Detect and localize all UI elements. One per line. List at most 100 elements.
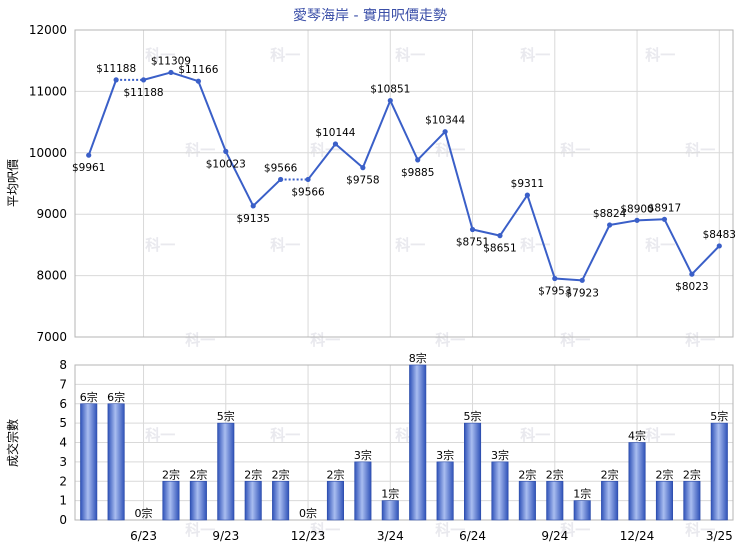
x-tick-label: 12/24 bbox=[620, 529, 655, 543]
watermark-text: 科一 bbox=[560, 141, 590, 159]
bar-data-label: 4宗 bbox=[628, 429, 646, 443]
line-series-segment bbox=[691, 245, 721, 275]
bar bbox=[710, 422, 728, 521]
line-point bbox=[168, 69, 174, 76]
line-data-label: $9566 bbox=[291, 186, 325, 198]
line-point bbox=[689, 271, 695, 277]
watermark-text: 科一 bbox=[685, 521, 715, 539]
bar bbox=[326, 480, 344, 521]
line-data-label: $11166 bbox=[178, 64, 218, 76]
line-series-segment bbox=[444, 131, 474, 230]
line-series-segment bbox=[554, 277, 583, 282]
line-data-label: $9758 bbox=[346, 175, 379, 187]
line-point bbox=[469, 226, 476, 233]
x-tick-label: 3/24 bbox=[377, 529, 404, 543]
line-data-label: $8917 bbox=[648, 202, 681, 214]
bar bbox=[272, 480, 290, 521]
watermark-text: 科一 bbox=[645, 46, 675, 64]
bar-data-label: 1宗 bbox=[381, 487, 399, 501]
bar bbox=[683, 480, 701, 521]
bar-chart-ytick-label: 2 bbox=[59, 474, 67, 488]
bar bbox=[518, 480, 536, 521]
line-chart-ytick-label: 7000 bbox=[36, 330, 67, 344]
bar bbox=[491, 461, 509, 521]
line-data-label: $11188 bbox=[123, 87, 163, 99]
bar-data-label: 2宗 bbox=[244, 467, 262, 481]
line-data-label: $7923 bbox=[566, 287, 599, 299]
bar-chart-ytick-label: 1 bbox=[59, 494, 67, 508]
chart-title: 愛琴海岸 - 實用呎價走勢 bbox=[293, 7, 447, 24]
line-point bbox=[195, 78, 201, 84]
line-series-segment bbox=[252, 178, 282, 207]
line-series-segment bbox=[472, 228, 501, 237]
line-point bbox=[607, 222, 613, 228]
bar-data-label: 1宗 bbox=[573, 487, 591, 501]
bar-data-label: 2宗 bbox=[683, 467, 701, 481]
line-series-segment bbox=[197, 80, 227, 152]
line-point bbox=[305, 176, 311, 183]
bar-chart-ytick-label: 6 bbox=[59, 397, 67, 411]
bar bbox=[655, 480, 673, 521]
line-point bbox=[497, 233, 503, 239]
line-series-segment bbox=[307, 143, 337, 181]
line-point bbox=[140, 77, 147, 83]
bar bbox=[80, 403, 98, 521]
bar bbox=[107, 403, 125, 521]
x-tick-label: 12/23 bbox=[291, 529, 326, 543]
line-chart-ytick-label: 10000 bbox=[29, 146, 67, 160]
watermark-text: 科一 bbox=[395, 236, 425, 254]
bar-data-label: 0宗 bbox=[299, 506, 317, 520]
line-chart-ytick-label: 11000 bbox=[29, 84, 67, 98]
line-point bbox=[113, 77, 119, 83]
line-point bbox=[250, 203, 256, 209]
bar bbox=[436, 461, 454, 521]
watermark-text: 科一 bbox=[145, 236, 175, 254]
line-chart-ytick-label: 8000 bbox=[36, 269, 67, 283]
watermark-text: 科一 bbox=[270, 46, 300, 64]
line-point bbox=[661, 216, 668, 222]
line-data-label: $9961 bbox=[72, 162, 105, 174]
line-series-segment bbox=[389, 100, 419, 161]
watermark-text: 科一 bbox=[520, 426, 550, 444]
x-tick-label: 9/24 bbox=[541, 529, 568, 543]
line-series-segment bbox=[143, 71, 172, 81]
bar-chart-plot-frame bbox=[74, 364, 734, 521]
watermark-text: 科一 bbox=[685, 141, 715, 159]
line-point bbox=[415, 157, 421, 163]
bar bbox=[464, 422, 482, 521]
line-series-segment bbox=[663, 218, 693, 275]
line-series-segment bbox=[87, 79, 118, 156]
watermark-text: 科一 bbox=[185, 141, 215, 159]
bar-data-label: 3宗 bbox=[354, 448, 372, 462]
line-point bbox=[387, 97, 393, 104]
line-point bbox=[278, 176, 284, 183]
watermark-text: 科一 bbox=[560, 331, 590, 349]
bar bbox=[189, 480, 207, 521]
watermark-text: 科一 bbox=[645, 426, 675, 444]
bar-data-label: 2宗 bbox=[655, 467, 673, 481]
line-data-label: $7953 bbox=[538, 285, 571, 297]
line-data-label: $8483 bbox=[703, 229, 736, 241]
bar-chart-ytick-label: 0 bbox=[59, 513, 67, 527]
line-data-label: $8023 bbox=[675, 281, 708, 293]
bar-data-label: 2宗 bbox=[189, 467, 207, 481]
bar-data-label: 2宗 bbox=[518, 467, 536, 481]
line-data-label: $10851 bbox=[370, 84, 410, 96]
line-series-segment bbox=[224, 150, 255, 207]
line-point bbox=[223, 148, 229, 154]
watermark-text: 科一 bbox=[145, 426, 175, 444]
line-series-segment bbox=[581, 224, 611, 281]
bar-data-label: 0宗 bbox=[135, 506, 153, 520]
line-data-label: $10344 bbox=[425, 115, 465, 127]
line-point bbox=[552, 275, 558, 282]
watermark-text: 科一 bbox=[270, 236, 300, 254]
line-series-segment bbox=[334, 143, 364, 169]
watermark-text: 科一 bbox=[435, 331, 465, 349]
line-data-label: $9566 bbox=[264, 162, 298, 174]
bar-data-label: 5宗 bbox=[217, 409, 235, 423]
line-chart-ytick-label: 12000 bbox=[29, 23, 67, 37]
line-point bbox=[86, 152, 92, 158]
bar bbox=[244, 480, 262, 521]
